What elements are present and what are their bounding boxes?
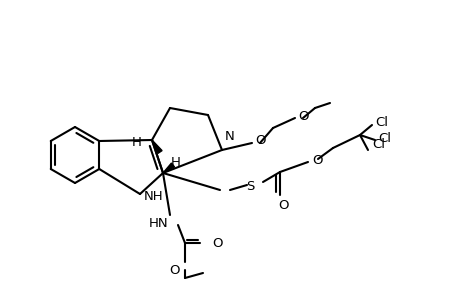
Text: Cl: Cl <box>371 138 384 151</box>
Text: H: H <box>132 136 142 148</box>
Text: S: S <box>245 179 254 193</box>
Text: O: O <box>169 264 179 277</box>
Text: NH: NH <box>144 190 163 202</box>
Text: O: O <box>278 199 289 212</box>
Text: HN: HN <box>148 217 168 230</box>
Text: O: O <box>254 134 265 148</box>
Text: Cl: Cl <box>377 131 390 145</box>
Polygon shape <box>151 140 162 153</box>
Text: O: O <box>297 110 308 122</box>
Polygon shape <box>162 163 174 173</box>
Text: O: O <box>311 154 322 166</box>
Text: H: H <box>171 157 180 169</box>
Text: O: O <box>212 238 222 250</box>
Text: N: N <box>224 130 234 143</box>
Text: Cl: Cl <box>374 116 387 130</box>
